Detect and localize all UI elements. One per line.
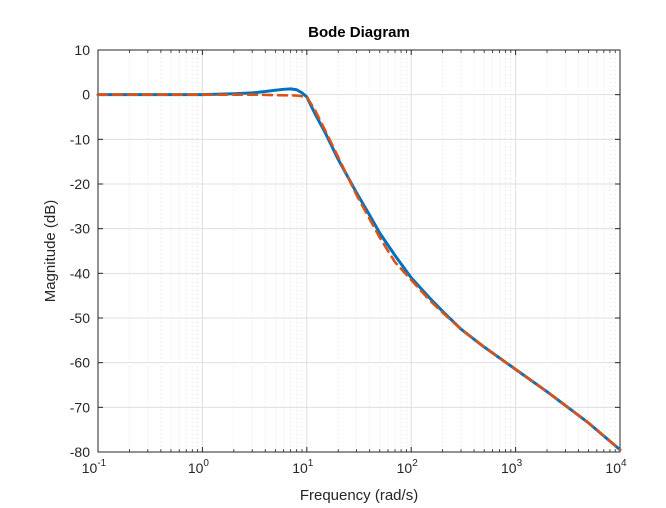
y-tick-label: 0 bbox=[82, 87, 90, 103]
chart-title: Bode Diagram bbox=[308, 24, 410, 41]
y-axis-label: Magnitude (dB) bbox=[42, 200, 59, 303]
y-tick-label: 10 bbox=[74, 42, 90, 58]
tick-marks bbox=[97, 49, 621, 453]
series-line-dashed bbox=[96, 93, 622, 452]
x-tick-label: 104 bbox=[605, 458, 627, 476]
x-tick-label: 101 bbox=[292, 458, 314, 476]
y-tick-label: -10 bbox=[70, 131, 90, 147]
y-tick-label: -70 bbox=[70, 399, 90, 415]
plot-frame bbox=[97, 49, 621, 453]
grid bbox=[97, 49, 621, 453]
series-layer bbox=[96, 87, 622, 452]
x-tick-labels: 10-1 100 101 102 103 104 bbox=[82, 458, 627, 476]
x-tick-label: 102 bbox=[397, 458, 419, 476]
y-tick-label: -80 bbox=[70, 444, 90, 460]
y-tick-label: -20 bbox=[70, 176, 90, 192]
y-tick-label: -30 bbox=[70, 221, 90, 237]
x-tick-label: 103 bbox=[501, 458, 523, 476]
x-tick-label: 100 bbox=[188, 458, 210, 476]
y-tick-label: -60 bbox=[70, 355, 90, 371]
y-tick-labels: 10 0 -10 -20 -30 -40 -50 -60 -70 -80 bbox=[70, 42, 90, 460]
x-axis-label: Frequency (rad/s) bbox=[300, 487, 418, 504]
y-tick-label: -50 bbox=[70, 310, 90, 326]
series-line-solid bbox=[96, 87, 622, 452]
y-tick-label: -40 bbox=[70, 265, 90, 281]
x-tick-label: 10-1 bbox=[82, 458, 107, 476]
